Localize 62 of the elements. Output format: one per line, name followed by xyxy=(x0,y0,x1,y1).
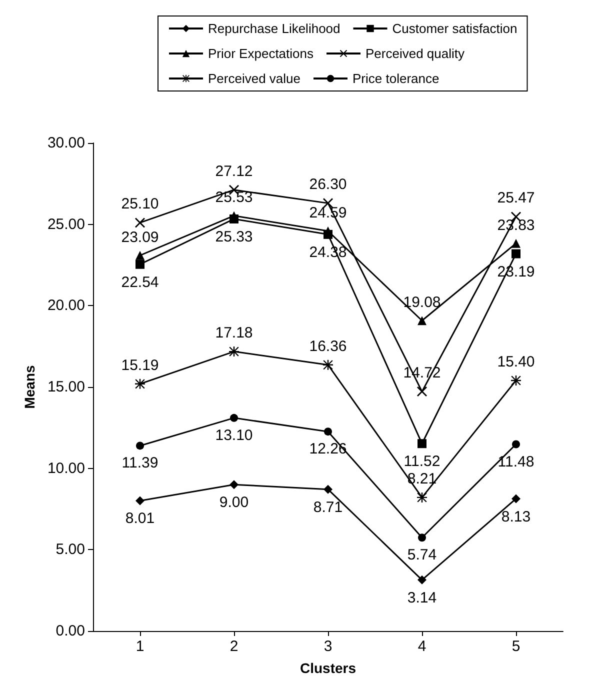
point xyxy=(417,386,427,397)
point xyxy=(418,316,426,326)
point xyxy=(418,534,426,542)
y-tick-label: 5.00 xyxy=(56,541,85,558)
legend-label: Perceived quality xyxy=(365,46,465,61)
x-tick-label: 5 xyxy=(512,638,520,655)
x-tick-label: 4 xyxy=(418,638,426,655)
data-label: 8.71 xyxy=(313,498,343,516)
point xyxy=(512,440,520,448)
data-label: 11.48 xyxy=(498,453,534,470)
data-label: 11.52 xyxy=(404,453,440,470)
point xyxy=(512,249,520,258)
point xyxy=(135,218,145,228)
data-label: 25.10 xyxy=(121,196,159,213)
legend-label: Customer satisfaction xyxy=(392,21,518,36)
point xyxy=(230,414,238,422)
point xyxy=(136,260,144,269)
data-label: 26.30 xyxy=(309,176,347,194)
data-label: 13.10 xyxy=(215,426,253,444)
data-label: 17.18 xyxy=(215,324,253,342)
point xyxy=(418,575,426,584)
x-tick-label: 3 xyxy=(324,638,332,655)
point xyxy=(136,250,144,260)
data-label: 23.09 xyxy=(121,228,159,246)
data-label: 5.74 xyxy=(407,546,437,564)
x-axis-title: Clusters xyxy=(300,660,356,676)
point xyxy=(136,442,144,450)
data-label: 11.39 xyxy=(122,454,158,472)
y-tick-label: 30.00 xyxy=(47,134,85,152)
data-label: 25.47 xyxy=(497,190,535,207)
data-label: 9.00 xyxy=(219,494,249,512)
y-tick-label: 20.00 xyxy=(47,297,85,314)
data-label: 15.19 xyxy=(121,356,159,374)
legend-label: Price tolerance xyxy=(352,71,440,86)
legend-label: Repurchase Likelihood xyxy=(208,21,340,36)
data-label: 25.33 xyxy=(215,228,253,246)
data-label: 16.36 xyxy=(309,338,347,355)
y-tick-label: 25.00 xyxy=(47,216,85,233)
point xyxy=(230,480,238,490)
data-label: 3.14 xyxy=(407,589,437,606)
y-tick-label: 10.00 xyxy=(47,460,85,477)
y-tick-label: 15.00 xyxy=(47,378,85,396)
data-label: 15.40 xyxy=(497,353,535,370)
data-label: 8.21 xyxy=(407,470,437,488)
y-axis-title: Means xyxy=(22,365,38,409)
legend-label: Prior Expectations xyxy=(208,46,314,61)
data-label: 12.26 xyxy=(309,440,347,458)
data-label: 8.01 xyxy=(125,510,155,528)
point xyxy=(324,428,332,436)
point xyxy=(418,439,426,448)
x-tick-label: 2 xyxy=(230,638,238,655)
point xyxy=(324,484,332,494)
data-label: 27.12 xyxy=(215,162,253,180)
point xyxy=(512,494,520,504)
y-tick-label: 0.00 xyxy=(56,622,85,640)
data-label: 22.54 xyxy=(121,274,159,291)
data-label: 19.08 xyxy=(403,294,441,312)
legend-label: Perceived value xyxy=(208,71,300,86)
point xyxy=(136,496,144,506)
point xyxy=(512,238,520,248)
data-label: 8.13 xyxy=(501,508,531,526)
x-tick-label: 1 xyxy=(136,638,144,655)
